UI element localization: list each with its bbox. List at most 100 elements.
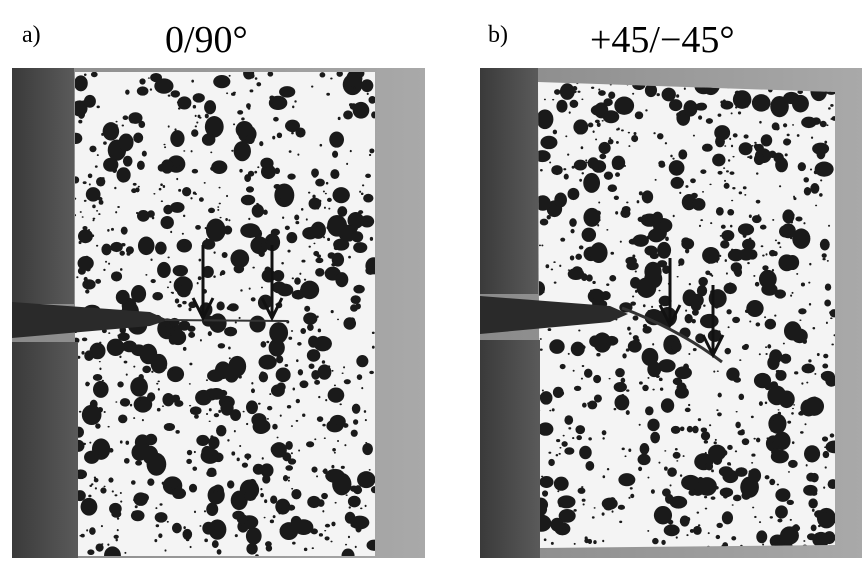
speckle bbox=[659, 522, 662, 525]
speckle bbox=[137, 185, 140, 188]
speckle bbox=[348, 506, 351, 509]
speckle bbox=[569, 218, 577, 227]
speckle bbox=[731, 536, 737, 541]
speckle bbox=[714, 438, 717, 441]
speckle bbox=[647, 376, 650, 379]
speckle bbox=[285, 119, 301, 133]
speckle bbox=[266, 340, 270, 344]
speckle bbox=[703, 495, 708, 499]
speckle bbox=[160, 159, 174, 174]
speckle bbox=[699, 313, 719, 329]
speckle bbox=[603, 98, 613, 107]
speckle bbox=[362, 221, 369, 227]
speckle bbox=[568, 427, 572, 430]
speckle bbox=[364, 504, 367, 508]
speckle bbox=[688, 282, 692, 286]
speckle bbox=[308, 363, 315, 369]
speckle bbox=[734, 450, 738, 453]
speckle bbox=[233, 123, 236, 126]
speckle bbox=[724, 145, 727, 147]
speckle bbox=[101, 543, 104, 545]
speckle bbox=[669, 99, 683, 112]
speckle bbox=[563, 168, 567, 171]
speckle bbox=[629, 487, 633, 490]
speckle bbox=[828, 224, 831, 227]
speckle bbox=[754, 141, 757, 144]
speckle bbox=[814, 510, 825, 519]
speckle bbox=[217, 208, 220, 211]
speckle bbox=[265, 544, 273, 552]
speckle bbox=[682, 455, 685, 457]
speckle bbox=[197, 114, 201, 119]
speckle bbox=[782, 209, 795, 224]
speckle bbox=[257, 166, 260, 169]
speckle bbox=[553, 261, 556, 264]
speckle bbox=[207, 485, 225, 505]
speckle bbox=[316, 254, 322, 258]
speckle bbox=[218, 186, 221, 189]
speckle bbox=[771, 417, 787, 430]
speckle bbox=[213, 329, 216, 331]
speckle bbox=[332, 187, 350, 204]
speckle bbox=[188, 383, 191, 385]
speckle bbox=[92, 380, 109, 398]
speckle bbox=[133, 132, 144, 144]
speckle bbox=[717, 412, 722, 417]
speckle bbox=[652, 343, 655, 346]
speckle bbox=[556, 99, 568, 113]
speckle bbox=[592, 130, 595, 133]
speckle bbox=[224, 326, 238, 337]
speckle bbox=[799, 312, 803, 315]
speckle bbox=[220, 271, 224, 276]
speckle bbox=[697, 418, 702, 422]
speckle bbox=[285, 440, 293, 450]
speckle bbox=[665, 236, 669, 242]
speckle bbox=[103, 141, 107, 145]
speckle bbox=[203, 510, 207, 513]
speckle bbox=[718, 466, 734, 477]
speckle bbox=[682, 289, 697, 307]
speckle bbox=[814, 161, 834, 177]
speckle bbox=[641, 347, 659, 367]
speckle bbox=[697, 524, 701, 527]
speckle bbox=[760, 245, 764, 248]
speckle bbox=[723, 182, 730, 189]
speckle bbox=[679, 474, 683, 477]
speckle bbox=[178, 188, 182, 192]
speckle bbox=[201, 445, 214, 460]
speckle bbox=[354, 72, 359, 74]
speckle bbox=[353, 86, 356, 89]
speckle bbox=[110, 227, 114, 231]
speckle bbox=[700, 169, 707, 174]
speckle bbox=[674, 386, 689, 399]
speckle bbox=[156, 382, 159, 385]
speckle bbox=[161, 405, 165, 407]
speckle bbox=[751, 215, 762, 224]
speckle bbox=[369, 148, 375, 154]
speckle bbox=[353, 284, 365, 294]
speckle bbox=[110, 241, 123, 253]
speckle bbox=[347, 535, 351, 539]
speckle bbox=[145, 273, 148, 276]
speckle bbox=[95, 543, 104, 552]
speckle bbox=[545, 264, 550, 269]
speckle bbox=[658, 160, 665, 166]
speckle bbox=[540, 135, 558, 150]
speckle bbox=[300, 327, 307, 335]
speckle bbox=[284, 225, 290, 231]
speckle bbox=[163, 204, 173, 215]
speckle bbox=[707, 329, 722, 342]
speckle bbox=[587, 402, 590, 405]
speckle bbox=[676, 460, 679, 462]
speckle bbox=[819, 193, 823, 197]
speckle bbox=[824, 466, 827, 469]
speckle bbox=[602, 475, 606, 479]
speckle bbox=[135, 345, 138, 348]
speckle bbox=[193, 450, 196, 454]
speckle bbox=[155, 524, 160, 528]
speckle bbox=[628, 238, 638, 245]
speckle bbox=[786, 139, 792, 145]
speckle bbox=[717, 170, 723, 175]
speckle bbox=[324, 529, 327, 532]
speckle bbox=[800, 431, 804, 434]
